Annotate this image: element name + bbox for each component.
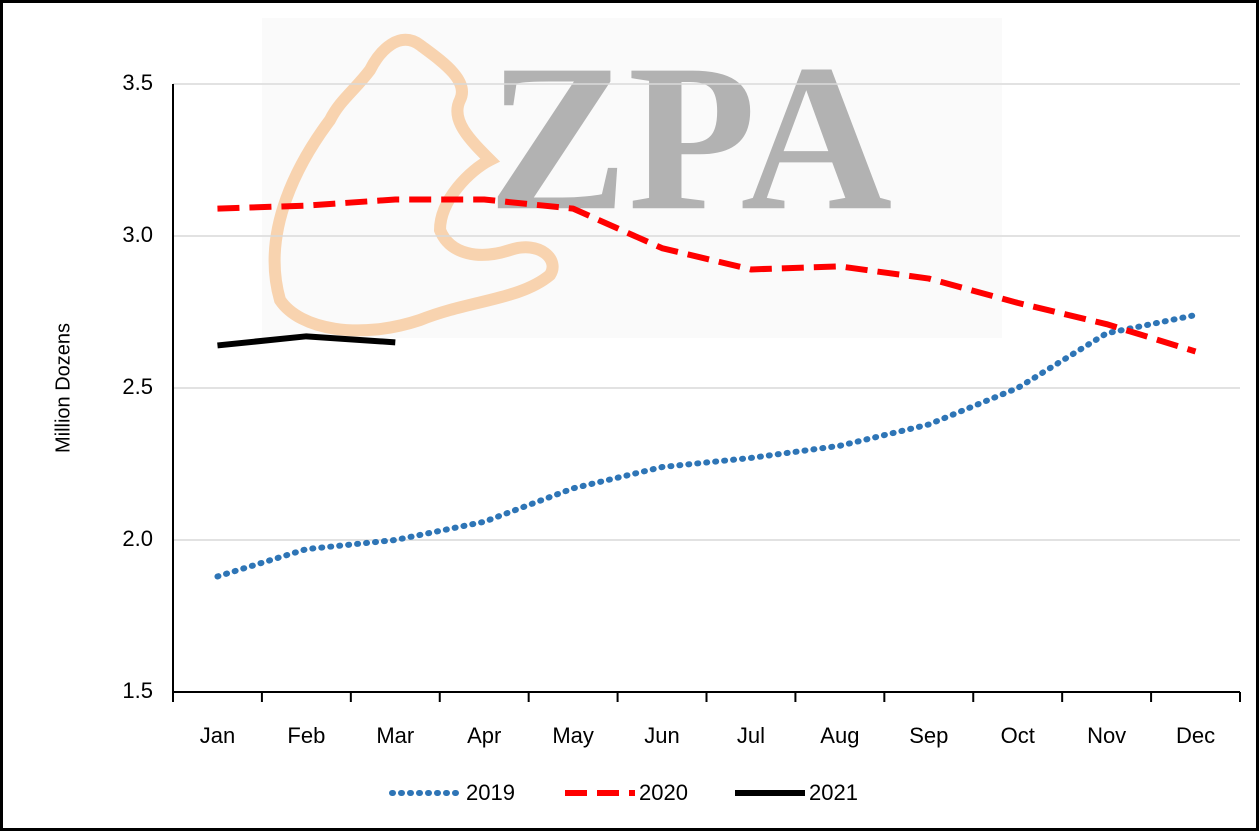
x-tick-label: Dec	[1176, 723, 1215, 748]
x-tick-label: Mar	[376, 723, 414, 748]
watermark-text: ZPA	[488, 22, 892, 254]
x-tick-label: Sep	[909, 723, 948, 748]
x-tick-label: Jun	[644, 723, 679, 748]
y-axis-label: Million Dozens	[52, 323, 74, 453]
legend-label: 2021	[809, 780, 858, 805]
y-tick-label: 3.0	[122, 222, 153, 247]
x-tick-label: Oct	[1001, 723, 1035, 748]
x-tick-label: Jul	[737, 723, 765, 748]
x-tick-label: Aug	[820, 723, 859, 748]
x-tick-label: Apr	[467, 723, 501, 748]
legend-label: 2019	[466, 780, 515, 805]
y-tick-label: 1.5	[122, 678, 153, 703]
chart: ZPA Million Dozens 1.5 2.0 2.5 3.0 3.5 Jan Feb…	[0, 0, 1259, 831]
x-tick-label: Feb	[287, 723, 325, 748]
y-tick-label: 2.0	[122, 526, 153, 551]
y-tick-label: 3.5	[122, 70, 153, 95]
legend-label: 2020	[639, 780, 688, 805]
x-tick-label: Jan	[200, 723, 235, 748]
x-tick-label: Nov	[1087, 723, 1126, 748]
x-tick-label: May	[552, 723, 594, 748]
y-tick-label: 2.5	[122, 374, 153, 399]
